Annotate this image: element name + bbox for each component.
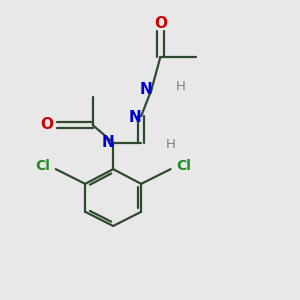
- Text: Cl: Cl: [35, 159, 50, 173]
- Text: N: N: [129, 110, 142, 125]
- Text: Cl: Cl: [176, 159, 191, 173]
- Text: O: O: [154, 16, 167, 31]
- Text: N: N: [101, 135, 114, 150]
- Text: O: O: [40, 118, 53, 133]
- Text: H: H: [176, 80, 186, 93]
- Text: N: N: [140, 82, 152, 97]
- Text: H: H: [166, 138, 176, 151]
